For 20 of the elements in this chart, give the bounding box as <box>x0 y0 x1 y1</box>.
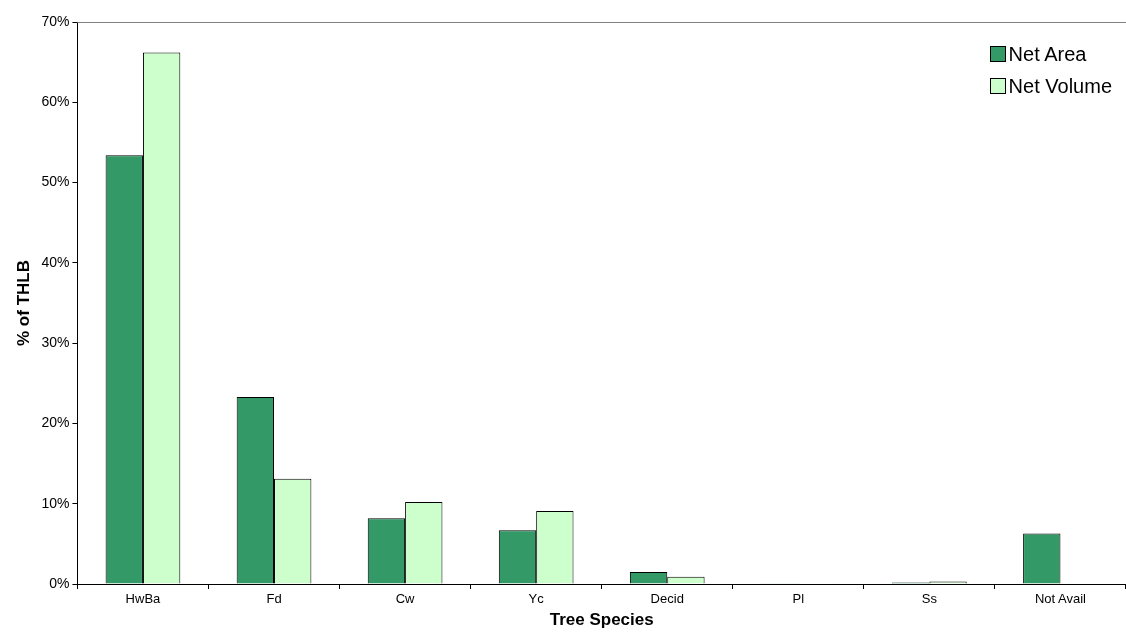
x-tick-label: Pl <box>792 591 805 607</box>
y-tick-label: 30% <box>41 334 70 350</box>
x-tick-label: HwBa <box>125 591 162 607</box>
y-tick-label: 10% <box>41 494 70 511</box>
x-tick-label: Decid <box>650 591 684 607</box>
x-axis-title: Tree Species <box>549 610 654 630</box>
y-axis-title: % of THLB <box>13 260 33 346</box>
legend-label: Net Volume <box>1008 74 1112 99</box>
x-tick-label: Yc <box>528 591 545 607</box>
y-tick-label: 0% <box>49 574 70 591</box>
x-tick-label: Cw <box>395 591 416 607</box>
y-tick-label: 40% <box>41 253 70 270</box>
x-tick-label: Fd <box>266 591 282 607</box>
x-tick-label: Ss <box>921 591 938 607</box>
y-tick-label: 20% <box>41 414 70 431</box>
x-tick-label: Not Avail <box>1034 591 1087 607</box>
y-tick-label: 70% <box>41 12 70 29</box>
y-tick-label: 60% <box>41 93 70 110</box>
y-tick-label: 50% <box>41 173 70 190</box>
legend-label: Net Area <box>1008 42 1087 67</box>
